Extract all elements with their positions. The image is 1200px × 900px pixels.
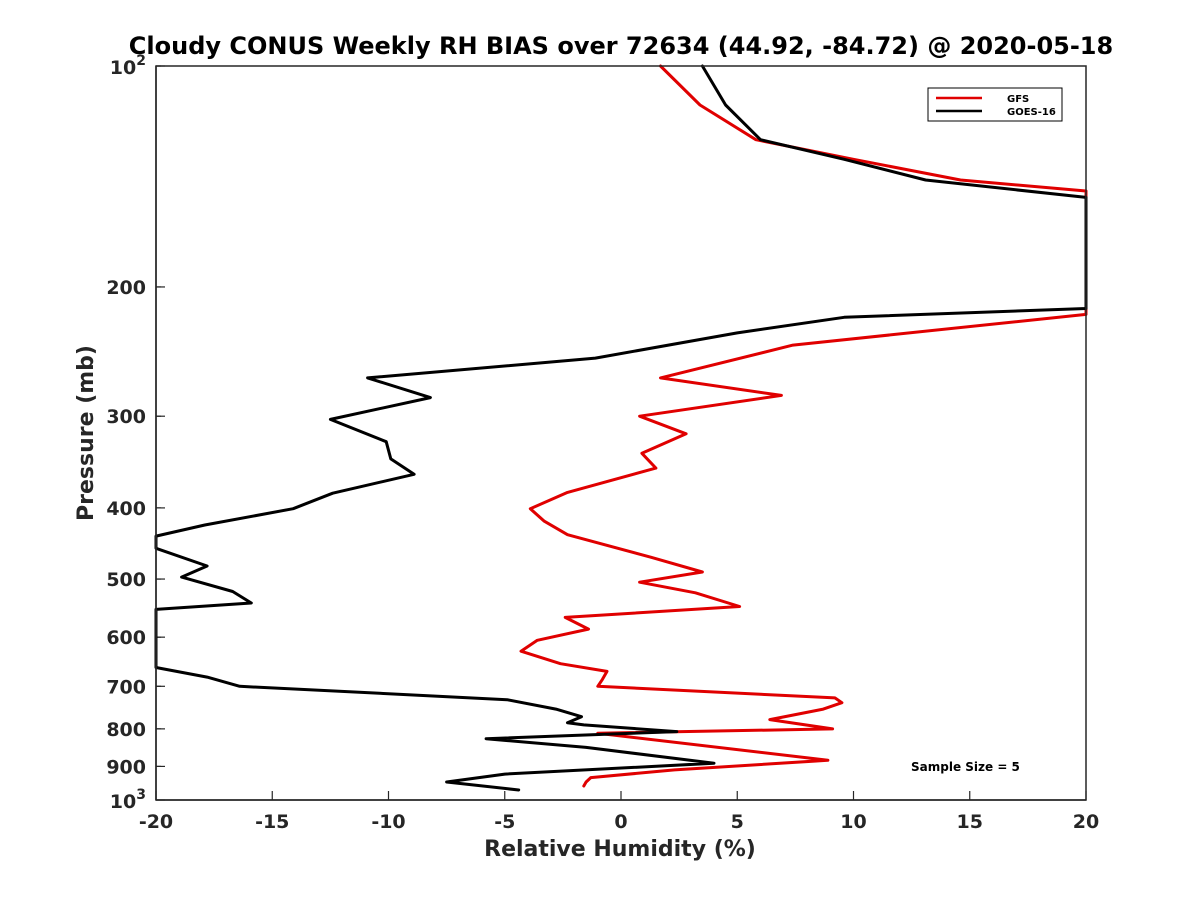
series-line-gfs xyxy=(519,64,1088,788)
legend-label-gfs: GFS xyxy=(1007,94,1029,105)
sample-size-annotation: Sample Size = 5 xyxy=(911,760,1020,774)
y-edge-tick-label: 103 xyxy=(110,787,146,813)
y-tick-label: 900 xyxy=(106,756,146,778)
x-tick-label: -10 xyxy=(371,811,405,833)
y-tick-label: 200 xyxy=(106,277,146,299)
x-axis-title: Relative Humidity (%) xyxy=(484,837,756,862)
y-tick-label: 800 xyxy=(106,719,146,741)
x-tick-label: 20 xyxy=(1073,811,1099,833)
x-tick-label: 10 xyxy=(840,811,866,833)
legend: GFS GOES-16 xyxy=(927,87,1063,122)
x-tick-label: -20 xyxy=(139,811,173,833)
y-tick-label: 500 xyxy=(106,569,146,591)
y-tick-label: 400 xyxy=(106,498,146,520)
x-tick-label: -5 xyxy=(494,811,515,833)
chart-title: Cloudy CONUS Weekly RH BIAS over 72634 (… xyxy=(129,32,1113,60)
x-tick-label: 0 xyxy=(614,811,627,833)
axis-ticks: -20 -15 -10 -5 0 5 10 15 20 200 300 400 500 600 700 800… xyxy=(106,53,1099,833)
y-axis-title: Pressure (mb) xyxy=(74,345,99,521)
y-tick-label: 600 xyxy=(106,627,146,649)
y-edge-tick-label: 102 xyxy=(110,53,146,79)
x-tick-label: 15 xyxy=(957,811,983,833)
x-tick-label: -15 xyxy=(255,811,289,833)
y-tick-label: 700 xyxy=(106,676,146,698)
x-tick-label: 5 xyxy=(731,811,744,833)
y-tick-label: 300 xyxy=(106,406,146,428)
legend-label-goes16: GOES-16 xyxy=(1007,107,1056,118)
legend-box xyxy=(927,87,1063,122)
